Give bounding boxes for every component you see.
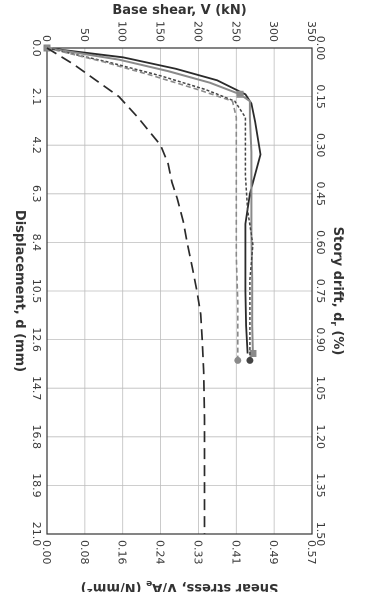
series-marker-4	[234, 356, 242, 364]
y-tick-label: 350	[305, 21, 318, 42]
x-tick-label: 2.1	[30, 88, 43, 106]
y-right-label-unit: (N/mm	[93, 580, 146, 592]
x-tick-label: 0.0	[30, 39, 43, 57]
y-right-tick-label: 0.00	[40, 540, 53, 565]
y-right-tick-label: 0.08	[78, 540, 91, 565]
x-top-tick-label: 1.35	[314, 473, 327, 498]
series-line-3	[46, 47, 254, 361]
series-line-5	[46, 47, 206, 534]
y-right-label-sub: e	[146, 578, 152, 588]
series-line-4	[46, 47, 239, 361]
x-top-tick-label: 0.00	[314, 36, 327, 61]
plot-frame	[46, 47, 313, 535]
y-tick-label: 300	[267, 21, 280, 42]
y-axis-title-right: Shear stress, V/Ae (N/mm2)	[81, 578, 279, 592]
y-right-tick-label: 0.33	[191, 540, 204, 565]
series-marker-2	[249, 349, 257, 357]
x-top-label-unit: (%)	[330, 326, 345, 355]
x-top-tick-label: 1.05	[314, 376, 327, 401]
x-top-label-sub: r	[328, 321, 338, 326]
tick-labels: 0.0 0.00 2.1 0.15 4.2 0.30 6.3 0.45 8.4 0.60 10.5 0…	[30, 21, 327, 565]
x-tick-label: 18.9	[30, 473, 43, 498]
series-marker-3	[246, 356, 254, 364]
x-axis-title-top: Story drift, dr (%)	[328, 227, 345, 356]
y-right-tick-label: 0.57	[305, 540, 318, 565]
y-right-label-close: )	[81, 580, 87, 592]
x-top-tick-label: 0.45	[314, 182, 327, 207]
y-axis-title-left: Base shear, V (kN)	[112, 3, 246, 18]
x-top-tick-label: 1.20	[314, 425, 327, 450]
x-tick-label: 16.8	[30, 425, 43, 450]
x-tick-label: 12.6	[30, 327, 43, 352]
x-tick-label: 8.4	[30, 234, 43, 252]
y-tick-label: 200	[191, 21, 204, 42]
x-top-tick-label: 0.60	[314, 230, 327, 255]
x-tick-label: 6.3	[30, 185, 43, 203]
x-axis-title-bottom: Displacement, d (mm)	[12, 210, 27, 372]
y-right-tick-label: 0.41	[229, 540, 242, 565]
y-right-label-main: Shear stress, V/A	[152, 580, 278, 592]
y-right-label-sup: 2	[87, 586, 93, 592]
series-line-1	[46, 47, 262, 354]
x-tick-label: 21.0	[30, 522, 43, 547]
series-marker-2	[236, 90, 244, 98]
x-top-tick-label: 0.30	[314, 133, 327, 158]
y-tick-label: 100	[116, 21, 129, 42]
x-top-tick-label: 0.90	[314, 327, 327, 352]
x-top-tick-label: 1.50	[314, 522, 327, 547]
y-tick-label: 50	[78, 28, 91, 42]
x-top-label-main: Story drift, d	[330, 227, 345, 322]
y-tick-label: 250	[229, 21, 242, 42]
x-tick-label: 10.5	[30, 279, 43, 304]
y-tick-label: 0	[40, 35, 53, 42]
grid-lines	[47, 48, 312, 534]
x-tick-label: 4.2	[30, 136, 43, 154]
x-top-tick-label: 0.15	[314, 84, 327, 109]
y-right-tick-label: 0.24	[154, 540, 167, 565]
series-layer	[43, 44, 262, 534]
y-right-tick-label: 0.16	[116, 540, 129, 565]
y-tick-label: 150	[154, 21, 167, 42]
x-tick-label: 14.7	[30, 376, 43, 401]
y-right-tick-label: 0.49	[267, 540, 280, 565]
x-top-tick-label: 0.75	[314, 279, 327, 304]
series-line-2	[46, 47, 254, 354]
